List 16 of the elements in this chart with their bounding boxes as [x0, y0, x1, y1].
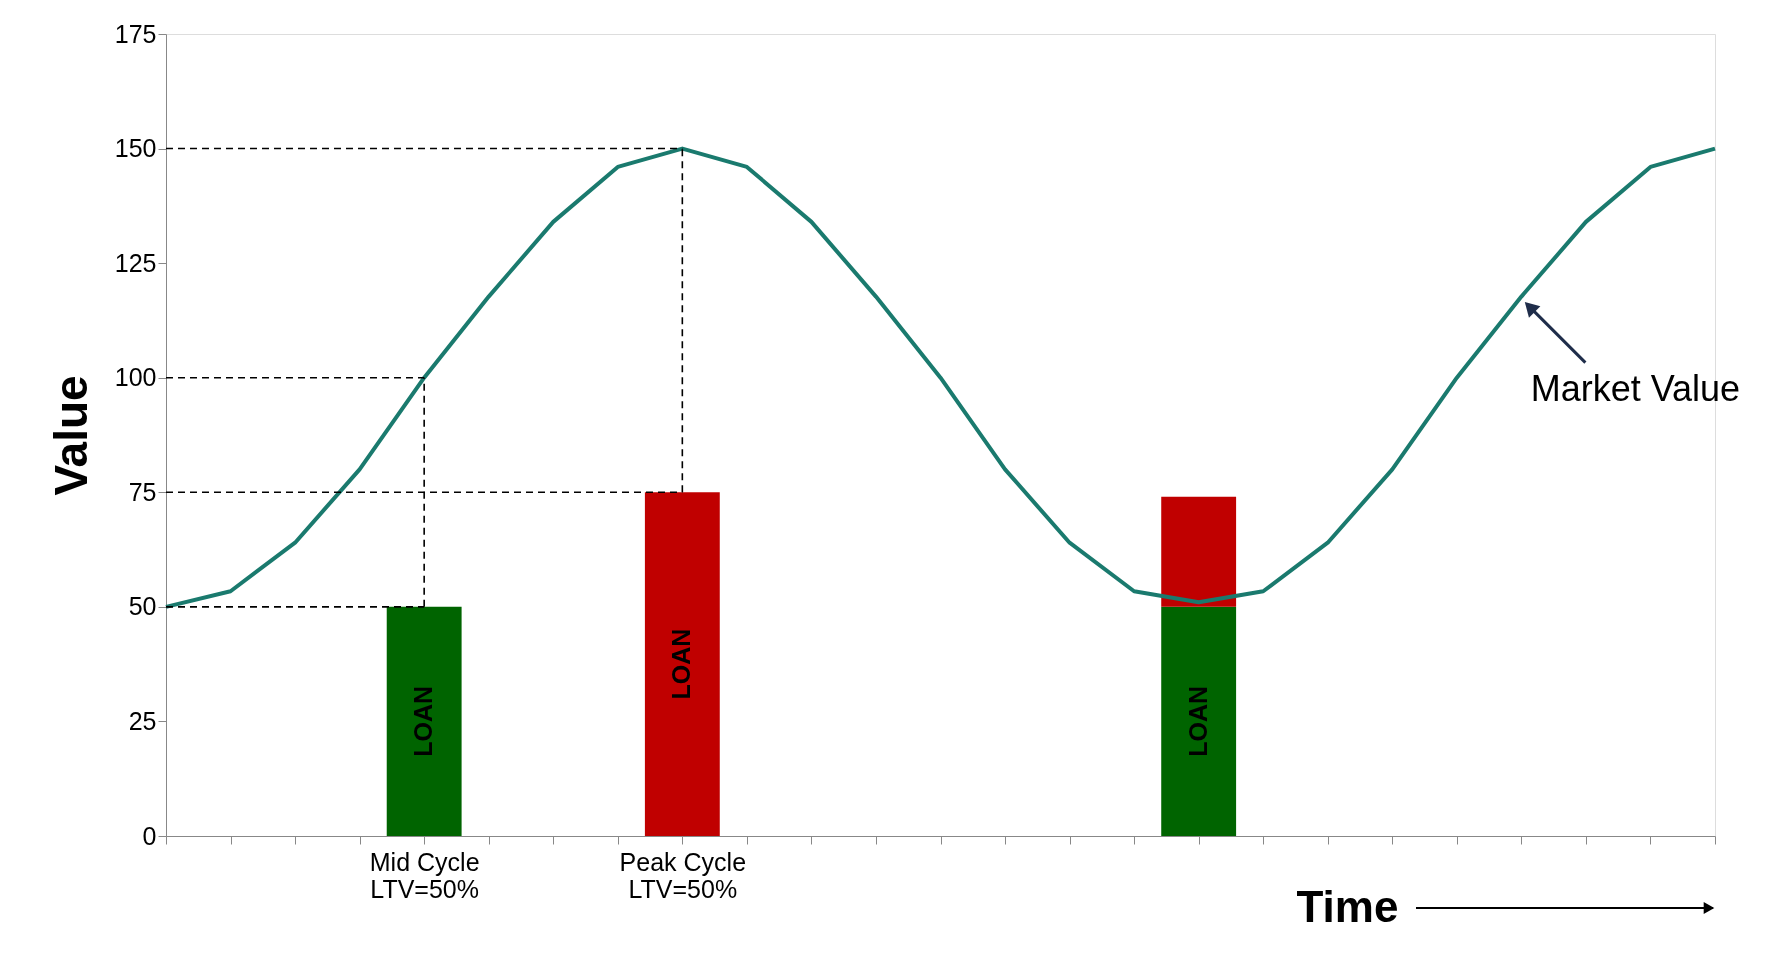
- y-tick-label: 175: [114, 19, 157, 48]
- y-tick-label: 25: [128, 706, 157, 735]
- y-axis-title: Value: [44, 375, 97, 496]
- y-tick-label: 50: [128, 592, 157, 621]
- data-label: LOAN: [667, 628, 696, 700]
- y-tick-label: 0: [142, 821, 157, 850]
- data-label: LOAN: [409, 686, 438, 757]
- y-tick-label: 100: [114, 363, 157, 392]
- x-axis-title: Time: [1296, 881, 1399, 931]
- y-tick-label: 75: [128, 477, 157, 506]
- annotation: Market Value: [1530, 367, 1741, 409]
- x-tick-label: Peak Cycle LTV=50%: [619, 847, 747, 903]
- data-label: LOAN: [1183, 686, 1212, 757]
- y-tick-label: 150: [114, 134, 157, 163]
- y-tick-label: 125: [114, 248, 157, 277]
- x-tick-label: Mid Cycle LTV=50%: [369, 847, 480, 903]
